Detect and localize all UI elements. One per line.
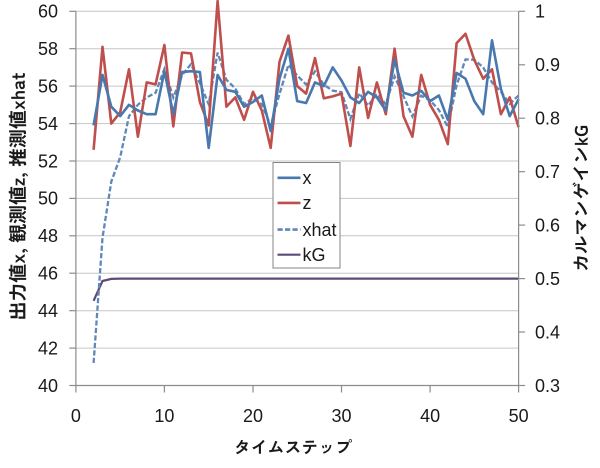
- svg-text:0.9: 0.9: [535, 55, 560, 75]
- svg-text:60: 60: [38, 2, 58, 22]
- svg-text:42: 42: [38, 338, 58, 358]
- svg-text:56: 56: [38, 76, 58, 96]
- svg-text:20: 20: [243, 406, 263, 426]
- svg-text:48: 48: [38, 226, 58, 246]
- svg-text:54: 54: [38, 114, 58, 134]
- svg-text:z: z: [303, 193, 312, 213]
- svg-text:50: 50: [38, 189, 58, 209]
- svg-text:52: 52: [38, 151, 58, 171]
- svg-text:0.8: 0.8: [535, 109, 560, 129]
- svg-text:xhat: xhat: [303, 220, 337, 240]
- svg-text:0.6: 0.6: [535, 215, 560, 235]
- svg-text:1: 1: [535, 2, 545, 22]
- svg-text:46: 46: [38, 264, 58, 284]
- svg-text:44: 44: [38, 301, 58, 321]
- svg-text:40: 40: [38, 376, 58, 396]
- svg-text:0.7: 0.7: [535, 162, 560, 182]
- svg-text:50: 50: [509, 406, 529, 426]
- svg-text:30: 30: [331, 406, 351, 426]
- svg-text:0.3: 0.3: [535, 376, 560, 396]
- svg-text:x: x: [303, 168, 312, 188]
- svg-text:0.4: 0.4: [535, 322, 560, 342]
- svg-text:0: 0: [71, 406, 81, 426]
- svg-text:40: 40: [420, 406, 440, 426]
- svg-text:58: 58: [38, 39, 58, 59]
- svg-text:10: 10: [154, 406, 174, 426]
- svg-text:0.5: 0.5: [535, 269, 560, 289]
- svg-text:kG: kG: [303, 245, 326, 265]
